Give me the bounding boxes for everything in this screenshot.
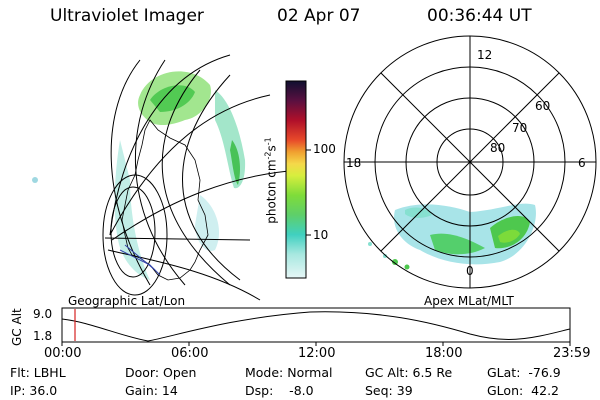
timeline-xtick-0600: 06:00 <box>171 346 209 361</box>
dsp-status: Dsp: -8.0 <box>245 383 314 398</box>
seq-status: Seq: 39 <box>365 383 413 398</box>
ip-status: IP: 36.0 <box>10 383 58 398</box>
timeline-ytick-high: 9.0 <box>33 307 53 321</box>
gc-alt-status: GC Alt: 6.5 Re <box>365 365 453 380</box>
timeline-xtick-2359: 23:59 <box>553 346 591 361</box>
date-label: 02 Apr 07 <box>277 6 361 26</box>
mlt-label-12: 12 <box>477 48 493 62</box>
aurora-emission-left <box>32 71 246 280</box>
timeline-xtick-0000: 00:00 <box>44 346 82 361</box>
mlt-label-0: 0 <box>466 264 474 278</box>
door-status: Door: Open <box>125 365 197 380</box>
mlt-label-6: 6 <box>578 156 586 170</box>
timeline-ytick-low: 1.8 <box>33 329 53 343</box>
mlat-label-70: 70 <box>512 121 528 135</box>
time-label: 00:36:44 UT <box>427 6 532 26</box>
mlt-label-18: 18 <box>346 156 362 170</box>
colorbar-tick-10: 10 <box>313 228 329 242</box>
timeline-ylabel: GC Alt <box>10 308 24 346</box>
mlat-label-60: 60 <box>535 99 551 113</box>
gain-status: Gain: 14 <box>125 383 178 398</box>
glon-status: GLon: 42.2 <box>487 383 559 398</box>
apex-caption: Apex MLat/MLT <box>424 294 514 308</box>
colorbar-tick-100: 100 <box>313 142 336 156</box>
glat-status: GLat: -76.9 <box>487 365 561 380</box>
instrument-title: Ultraviolet Imager <box>50 6 204 26</box>
timeline-xtick-1800: 18:00 <box>425 346 463 361</box>
timeline-xtick-1200: 12:00 <box>298 346 336 361</box>
filter-status: Flt: LBHL <box>10 365 66 380</box>
geographic-caption: Geographic Lat/Lon <box>68 294 186 308</box>
mode-status: Mode: Normal <box>245 365 333 380</box>
mlat-label-80: 80 <box>490 141 506 155</box>
